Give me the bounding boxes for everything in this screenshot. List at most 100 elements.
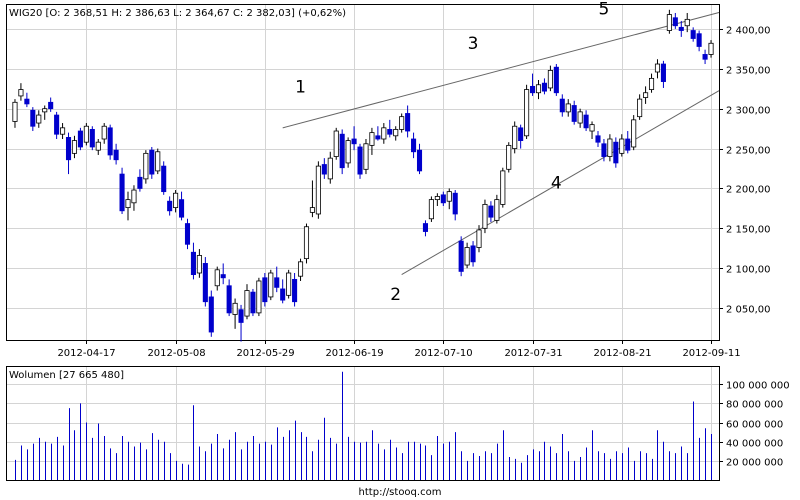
- candle-up: [666, 9, 672, 34]
- candle-body: [357, 146, 363, 175]
- candle-down: [119, 167, 125, 214]
- candle-body: [262, 277, 268, 303]
- candle-body: [470, 245, 476, 263]
- candle-body: [208, 296, 214, 333]
- candle-body: [250, 291, 256, 314]
- candle-body: [672, 17, 678, 27]
- candle-down: [696, 30, 702, 52]
- candle-down: [89, 126, 95, 151]
- wave-labels: 1 2 3 4 5: [295, 0, 609, 305]
- candle-body: [297, 261, 304, 277]
- candle-down: [167, 196, 173, 216]
- candle-body: [345, 140, 351, 164]
- candle-up: [333, 127, 339, 160]
- candle-down: [357, 143, 363, 179]
- candle-up: [214, 266, 220, 291]
- volume-y-ticks: 20 000 000 40 000 000 60 000 000 80 000 000…: [719, 381, 790, 469]
- candle-body: [583, 114, 589, 129]
- candle-up: [482, 199, 488, 234]
- price-tick-label: 2 050,00: [726, 305, 771, 316]
- candle-down: [321, 158, 327, 179]
- candle-body: [333, 130, 339, 157]
- wave-label: 5: [599, 0, 610, 20]
- candle-up: [643, 86, 649, 104]
- candle-body: [494, 199, 500, 221]
- candle-body: [89, 129, 95, 148]
- candle-up: [399, 113, 405, 133]
- volume-tick-label: 40 000 000: [726, 439, 783, 450]
- volume-tick-label: 20 000 000: [726, 458, 783, 469]
- candle-down: [77, 127, 83, 151]
- candle-up: [363, 139, 369, 175]
- candle-body: [666, 14, 672, 31]
- candle-body: [292, 278, 298, 303]
- candle-body: [351, 138, 357, 145]
- candle-down: [541, 78, 547, 95]
- candle-down: [678, 20, 684, 37]
- candle-down: [422, 220, 429, 237]
- candle-body: [60, 127, 66, 135]
- candle-body: [65, 137, 72, 161]
- candle-down: [30, 107, 36, 132]
- candle-body: [119, 173, 125, 212]
- candle-up: [18, 83, 24, 101]
- candle-body: [18, 89, 24, 97]
- candle-up: [95, 139, 101, 155]
- candle-body: [71, 140, 78, 154]
- candle-up: [345, 137, 351, 168]
- candle-body: [184, 223, 191, 245]
- candle-up: [512, 121, 518, 154]
- candle-body: [101, 125, 107, 140]
- candle-body: [315, 165, 321, 215]
- candle-down: [339, 129, 345, 175]
- candle-up: [286, 269, 292, 299]
- candle-down: [250, 288, 256, 317]
- candle-down: [387, 119, 393, 138]
- candle-body: [559, 98, 565, 113]
- candle-body: [660, 63, 666, 82]
- candle-body: [137, 176, 143, 189]
- candle-body: [280, 288, 286, 301]
- candle-down: [161, 161, 167, 195]
- candle-body: [535, 84, 542, 94]
- candle-down: [518, 124, 524, 149]
- candle-down: [262, 273, 268, 307]
- candle-body: [708, 42, 714, 55]
- candle-down: [411, 132, 417, 159]
- candle-body: [375, 135, 381, 140]
- candle-body: [196, 255, 202, 274]
- candle-body: [411, 138, 417, 153]
- candle-body: [220, 274, 226, 279]
- candle-down: [184, 218, 191, 250]
- candle-body: [625, 138, 631, 151]
- trendline: [401, 90, 720, 276]
- candle-body: [167, 200, 173, 212]
- candle-body: [553, 66, 559, 94]
- candle-up: [244, 284, 250, 320]
- price-tick-label: 2 150,00: [726, 225, 771, 236]
- candle-down: [571, 100, 577, 125]
- candle-body: [286, 272, 292, 296]
- x-tick-label: 2012-06-19: [325, 348, 383, 359]
- candle-body: [458, 240, 464, 272]
- candle-down: [48, 97, 54, 112]
- candle-up: [589, 121, 595, 139]
- x-tick-label: 2012-08-21: [593, 348, 651, 359]
- candle-body: [500, 170, 506, 205]
- candle-up: [500, 167, 506, 208]
- candle-down: [238, 304, 244, 342]
- price-tick-label: 2 400,00: [726, 26, 771, 37]
- candle-up: [393, 126, 399, 141]
- candle-body: [42, 108, 48, 113]
- candle-body: [107, 127, 113, 156]
- candle-up: [446, 188, 452, 210]
- candle-body: [214, 269, 220, 287]
- candle-body: [613, 141, 619, 164]
- candle-up: [196, 249, 202, 278]
- candle-body: [232, 302, 238, 315]
- candle-body: [434, 196, 440, 201]
- candle-down: [280, 279, 286, 304]
- candle-body: [369, 132, 375, 146]
- candle-body: [36, 114, 42, 124]
- candles: [12, 9, 714, 342]
